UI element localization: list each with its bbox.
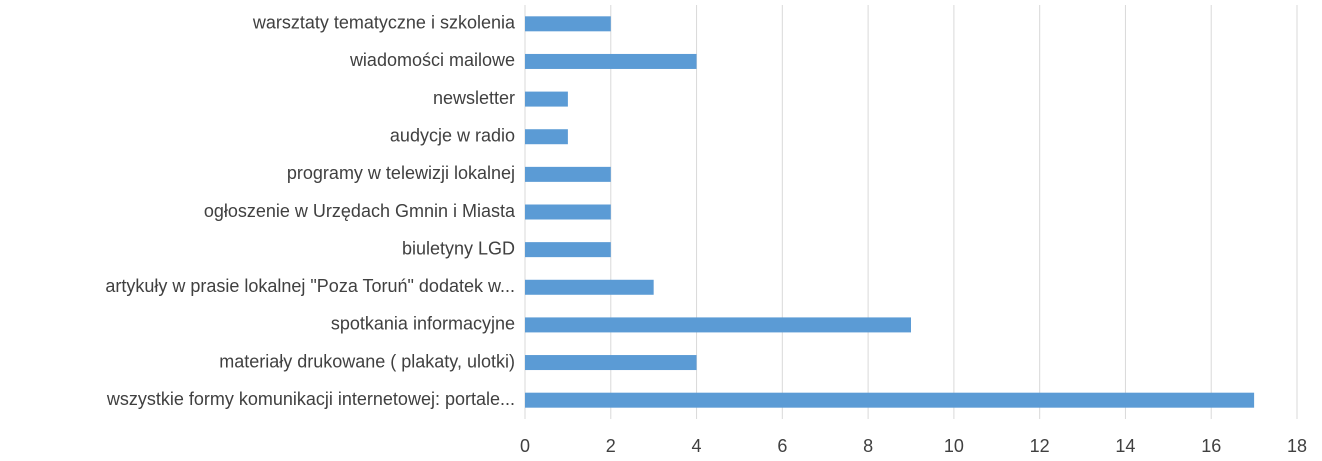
bar	[525, 204, 611, 220]
y-tick-label: audycje w radio	[390, 125, 515, 145]
bar	[525, 317, 911, 333]
y-tick-label: wszystkie formy komunikacji internetowej…	[106, 389, 515, 409]
bar	[525, 242, 611, 258]
x-tick-label: 0	[520, 436, 530, 456]
x-tick-label: 8	[863, 436, 873, 456]
x-tick-label: 14	[1115, 436, 1135, 456]
bar	[525, 16, 611, 32]
y-tick-label: spotkania informacyjne	[331, 314, 515, 334]
y-tick-label: wiadomości mailowe	[349, 50, 515, 70]
bar	[525, 91, 568, 107]
y-tick-label: warsztaty tematyczne i szkolenia	[252, 13, 516, 33]
y-tick-label: biuletyny LGD	[402, 238, 515, 258]
bar	[525, 129, 568, 145]
bar	[525, 392, 1255, 408]
x-tick-label: 2	[606, 436, 616, 456]
y-tick-label: programy w telewizji lokalnej	[287, 163, 515, 183]
y-tick-label: materiały drukowane ( plakaty, ulotki)	[219, 351, 515, 371]
bar	[525, 279, 654, 295]
bar	[525, 166, 611, 182]
y-tick-label: artykuły w prasie lokalnej "Poza Toruń" …	[105, 276, 515, 296]
x-tick-label: 18	[1287, 436, 1307, 456]
y-tick-label: ogłoszenie w Urzędach Gmnin i Miasta	[204, 201, 516, 221]
x-tick-label: 4	[692, 436, 702, 456]
x-tick-label: 12	[1030, 436, 1050, 456]
x-tick-label: 16	[1201, 436, 1221, 456]
x-tick-label: 6	[777, 436, 787, 456]
bar	[525, 53, 697, 69]
y-tick-label: newsletter	[433, 88, 515, 108]
x-tick-label: 10	[944, 436, 964, 456]
bar	[525, 355, 697, 371]
